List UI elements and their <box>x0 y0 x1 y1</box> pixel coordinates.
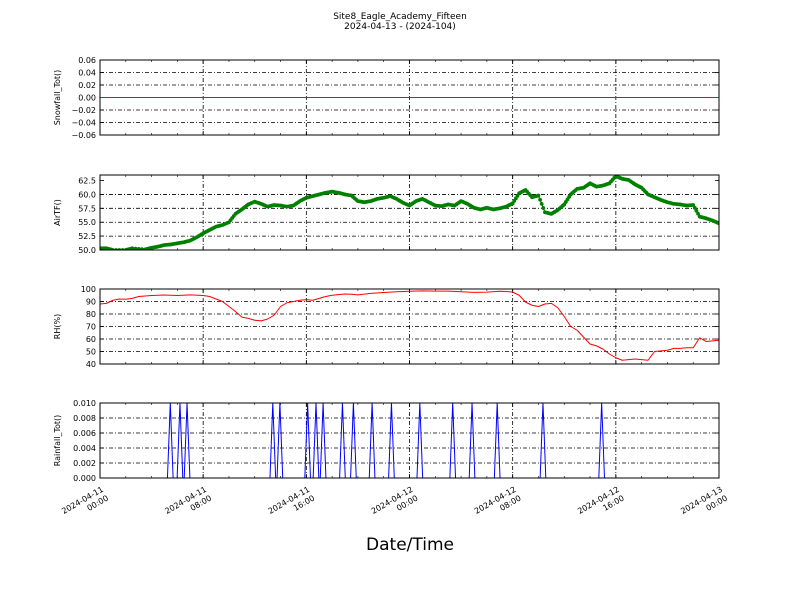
data-point <box>541 206 546 210</box>
data-point <box>536 193 541 198</box>
panel-air: 50.0 52.5 55.0 57.5 60.0 62.5 AirTF() <box>53 174 720 255</box>
y-tick-label: 57.5 <box>78 204 96 213</box>
y-axis-label-rh: RH(%) <box>53 314 62 339</box>
y-axis-label-air: AirTF() <box>53 199 62 226</box>
y-tick-label: 90 <box>86 298 96 307</box>
y-tick-label: 60.0 <box>78 190 96 199</box>
y-tick-label: 80 <box>86 310 96 319</box>
panel-rh: 40 50 60 70 80 90 100 RH(%) <box>53 285 720 369</box>
y-tick-label: 50.0 <box>78 246 96 255</box>
y-tick-label: 0.010 <box>73 399 96 408</box>
data-point <box>538 197 542 202</box>
data-point <box>694 208 699 213</box>
y-tick-label: −0.02 <box>71 106 96 115</box>
y-tick-label: 62.5 <box>78 177 96 186</box>
y-tick-label: 40 <box>86 360 96 369</box>
series-line-rh <box>100 290 719 361</box>
y-tick-label: 52.5 <box>78 232 96 241</box>
chart-subtitle: 2024-04-13 - (2024-104) <box>344 22 456 32</box>
x-tick-labels: 2024-04-1100:00 2024-04-1108:00 2024-04-11… <box>60 485 729 525</box>
y-tick-label: 0.004 <box>73 444 96 453</box>
data-point <box>130 246 135 250</box>
y-tick-label: −0.04 <box>71 119 96 128</box>
panel-snow: −0.06 −0.04 −0.02 0.00 0.02 0.04 0.06 Snowfall_… <box>53 56 720 140</box>
panels: −0.06 −0.04 −0.02 0.00 0.02 0.04 0.06 Snowfall_… <box>53 56 720 483</box>
x-tick-label: 2024-04-1208:00 <box>473 485 523 525</box>
data-point <box>692 206 697 210</box>
y-tick-label: 100 <box>81 285 96 294</box>
y-tick-label: 55.0 <box>78 218 96 227</box>
y-tick-label: 70 <box>86 323 96 332</box>
x-tick-label: 2024-04-1108:00 <box>163 485 213 525</box>
plot-frame-rain <box>99 402 720 479</box>
y-tick-label: −0.06 <box>71 131 96 140</box>
y-tick-label: 0.008 <box>73 414 96 423</box>
x-tick-label: 2024-04-1116:00 <box>267 485 317 525</box>
series-rh <box>100 290 719 361</box>
x-tick-label: 2024-04-1300:00 <box>679 485 729 525</box>
data-point <box>133 246 138 250</box>
x-tick-label: 2024-04-1100:00 <box>60 485 110 525</box>
y-tick-label: 0.02 <box>78 81 96 90</box>
data-point <box>539 201 544 206</box>
y-tick-label: 50 <box>86 348 96 357</box>
y-axis-label-rain: Rainfall_Tot() <box>53 415 62 467</box>
y-tick-label: 0.00 <box>78 94 96 103</box>
chart-title: Site8_Eagle_Academy_Fifteen <box>333 12 467 22</box>
y-tick-label: 0.04 <box>78 69 96 78</box>
plot-frame-snow <box>99 59 720 136</box>
y-tick-label: 0.002 <box>73 459 96 468</box>
data-point <box>140 247 144 250</box>
y-tick-label: 0.000 <box>73 474 96 483</box>
y-tick-label: 60 <box>86 335 96 344</box>
y-tick-label: 0.06 <box>78 56 96 65</box>
panel-rain: 0.000 0.002 0.004 0.006 0.008 0.010 Rainfall_T… <box>53 399 720 483</box>
data-point <box>136 246 141 250</box>
y-tick-label: 0.006 <box>73 429 96 438</box>
data-point <box>696 211 700 216</box>
y-axis-label-snow: Snowfall_Tot() <box>53 70 62 126</box>
x-tick-label: 2024-04-1216:00 <box>576 485 626 525</box>
data-point <box>691 203 696 207</box>
series-air <box>100 175 719 250</box>
x-axis-label: Date/Time <box>366 535 454 555</box>
plot-frame-air <box>99 174 720 251</box>
plot-frame-rh <box>99 288 720 365</box>
x-tick-label: 2024-04-1200:00 <box>370 485 420 525</box>
